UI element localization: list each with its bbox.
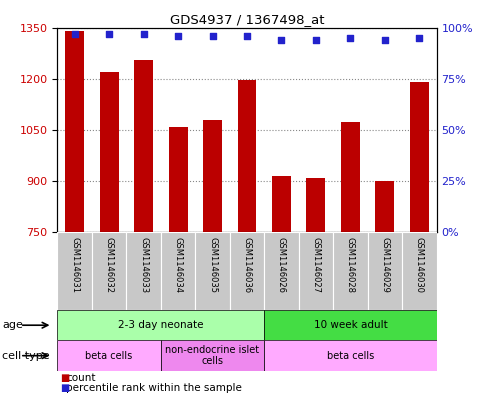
Text: GSM1146035: GSM1146035 (208, 237, 217, 293)
Title: GDS4937 / 1367498_at: GDS4937 / 1367498_at (170, 13, 324, 26)
Text: cell type: cell type (2, 351, 50, 361)
Text: GSM1146026: GSM1146026 (277, 237, 286, 293)
Bar (368, 232, 402, 310)
Text: 10 week adult: 10 week adult (313, 320, 387, 330)
Bar (341, 122, 360, 232)
Text: GSM1146034: GSM1146034 (174, 237, 183, 293)
Bar (264, 310, 437, 340)
Bar (92, 232, 126, 310)
Bar (100, 72, 119, 232)
Point (71, 31, 79, 37)
Point (140, 31, 148, 37)
Text: count: count (66, 373, 96, 383)
Point (277, 37, 285, 43)
Point (346, 35, 354, 41)
Bar (203, 120, 222, 232)
Point (381, 37, 389, 43)
Bar (57, 310, 264, 340)
Bar (57, 340, 161, 371)
Bar (195, 232, 230, 310)
Bar (299, 232, 333, 310)
Point (209, 33, 217, 39)
Text: ■: ■ (60, 373, 69, 383)
Bar (238, 80, 256, 232)
Text: GSM1146032: GSM1146032 (105, 237, 114, 293)
Text: beta cells: beta cells (85, 351, 133, 361)
Bar (65, 31, 84, 232)
Bar (57, 232, 92, 310)
Bar (126, 232, 161, 310)
Bar (264, 232, 299, 310)
Point (174, 33, 182, 39)
Text: percentile rank within the sample: percentile rank within the sample (66, 383, 242, 393)
Text: ■: ■ (60, 383, 69, 393)
Bar (410, 82, 429, 232)
Bar (230, 232, 264, 310)
Bar (161, 340, 264, 371)
Text: GSM1146029: GSM1146029 (380, 237, 389, 293)
Bar (169, 127, 188, 232)
Bar (134, 60, 153, 232)
Point (415, 35, 423, 41)
Text: GSM1146036: GSM1146036 (243, 237, 251, 294)
Point (312, 37, 320, 43)
Text: GSM1146027: GSM1146027 (311, 237, 320, 293)
Text: non-endocrine islet
cells: non-endocrine islet cells (166, 345, 259, 366)
Text: 2-3 day neonate: 2-3 day neonate (118, 320, 204, 330)
Text: GSM1146028: GSM1146028 (346, 237, 355, 293)
Text: GSM1146030: GSM1146030 (415, 237, 424, 293)
Bar (161, 232, 195, 310)
Point (105, 31, 113, 37)
Bar (375, 182, 394, 232)
Bar (402, 232, 437, 310)
Bar (264, 340, 437, 371)
Text: beta cells: beta cells (327, 351, 374, 361)
Bar (272, 176, 291, 232)
Text: age: age (2, 320, 23, 330)
Point (243, 33, 251, 39)
Bar (306, 178, 325, 232)
Text: GSM1146033: GSM1146033 (139, 237, 148, 294)
Text: GSM1146031: GSM1146031 (70, 237, 79, 293)
Bar (333, 232, 368, 310)
